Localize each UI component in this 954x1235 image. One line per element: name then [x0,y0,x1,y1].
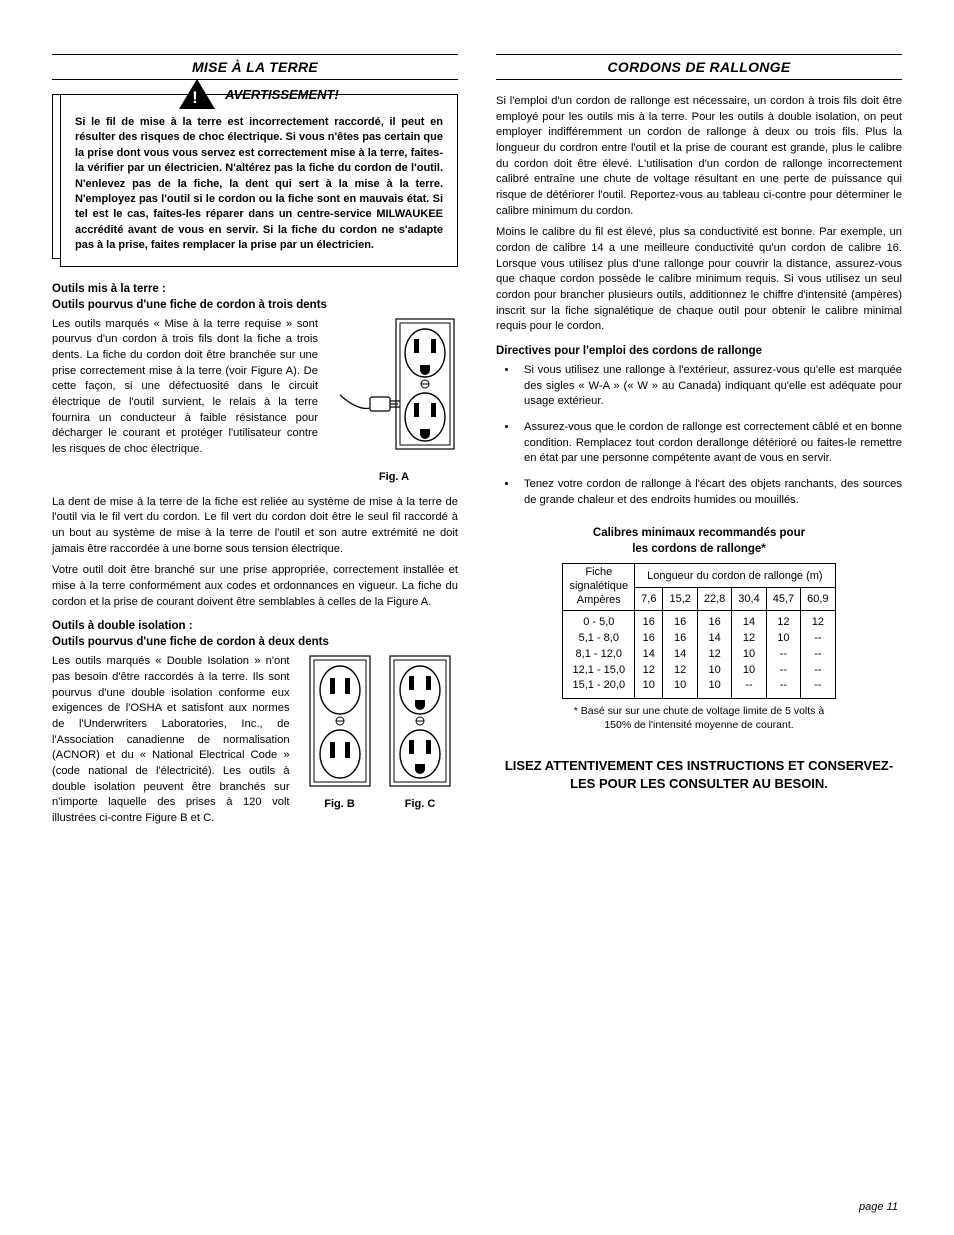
gauge-table-note: * Basé sur sur une chute de voltage limi… [569,705,829,732]
page-number: page 11 [859,1201,898,1213]
grounded-para-2: La dent de mise à la terre de la fiche e… [52,495,458,558]
gauge-table: FichesignalétiqueAmpèresLongueur du cord… [562,563,835,699]
grounded-heading-1: Outils mis à la terre : [52,283,458,295]
figure-a-caption: Fig. A [330,471,458,483]
guidelines-heading: Directives pour l'emploi des cordons de … [496,345,902,357]
figure-a: Fig. A [330,317,458,483]
figure-c-caption: Fig. C [388,798,452,810]
ext-para-2: Moins le calibre du fil est élevé, plus … [496,225,902,335]
ext-para-1: Si l'emploi d'un cordon de rallonge est … [496,94,902,219]
double-heading-2: Outils pourvus d'une fiche de cordon à d… [52,636,458,648]
section-title-grounding: MISE À LA TERRE [52,54,458,80]
guideline-2: Assurez-vous que le cordon de rallonge e… [518,420,902,467]
guidelines-list: Si vous utilisez une rallonge à l'extéri… [496,363,902,508]
warning-body: Si le fil de mise à la terre est incorre… [75,115,443,254]
grounded-heading-2: Outils pourvus d'une fiche de cordon à t… [52,299,458,311]
guideline-1: Si vous utilisez une rallonge à l'extéri… [518,363,902,410]
figure-b-caption: Fig. B [308,798,372,810]
double-heading-1: Outils à double isolation : [52,620,458,632]
guideline-3: Tenez votre cordon de rallonge à l'écart… [518,477,902,508]
figure-b-c: Fig. B [302,654,458,810]
grounded-para-3: Votre outil doit être branché sur une pr… [52,563,458,610]
final-instruction: LISEZ ATTENTIVEMENT CES INSTRUCTIONS ET … [496,757,902,793]
warning-triangle-icon [179,79,215,109]
warning-box: AVERTISSEMENT! Si le fil de mise à la te… [52,94,458,267]
warning-label: AVERTISSEMENT! [225,87,339,102]
section-title-extension: CORDONS DE RALLONGE [496,54,902,80]
gauge-table-title: Calibres minimaux recommandés pourles co… [496,526,902,557]
